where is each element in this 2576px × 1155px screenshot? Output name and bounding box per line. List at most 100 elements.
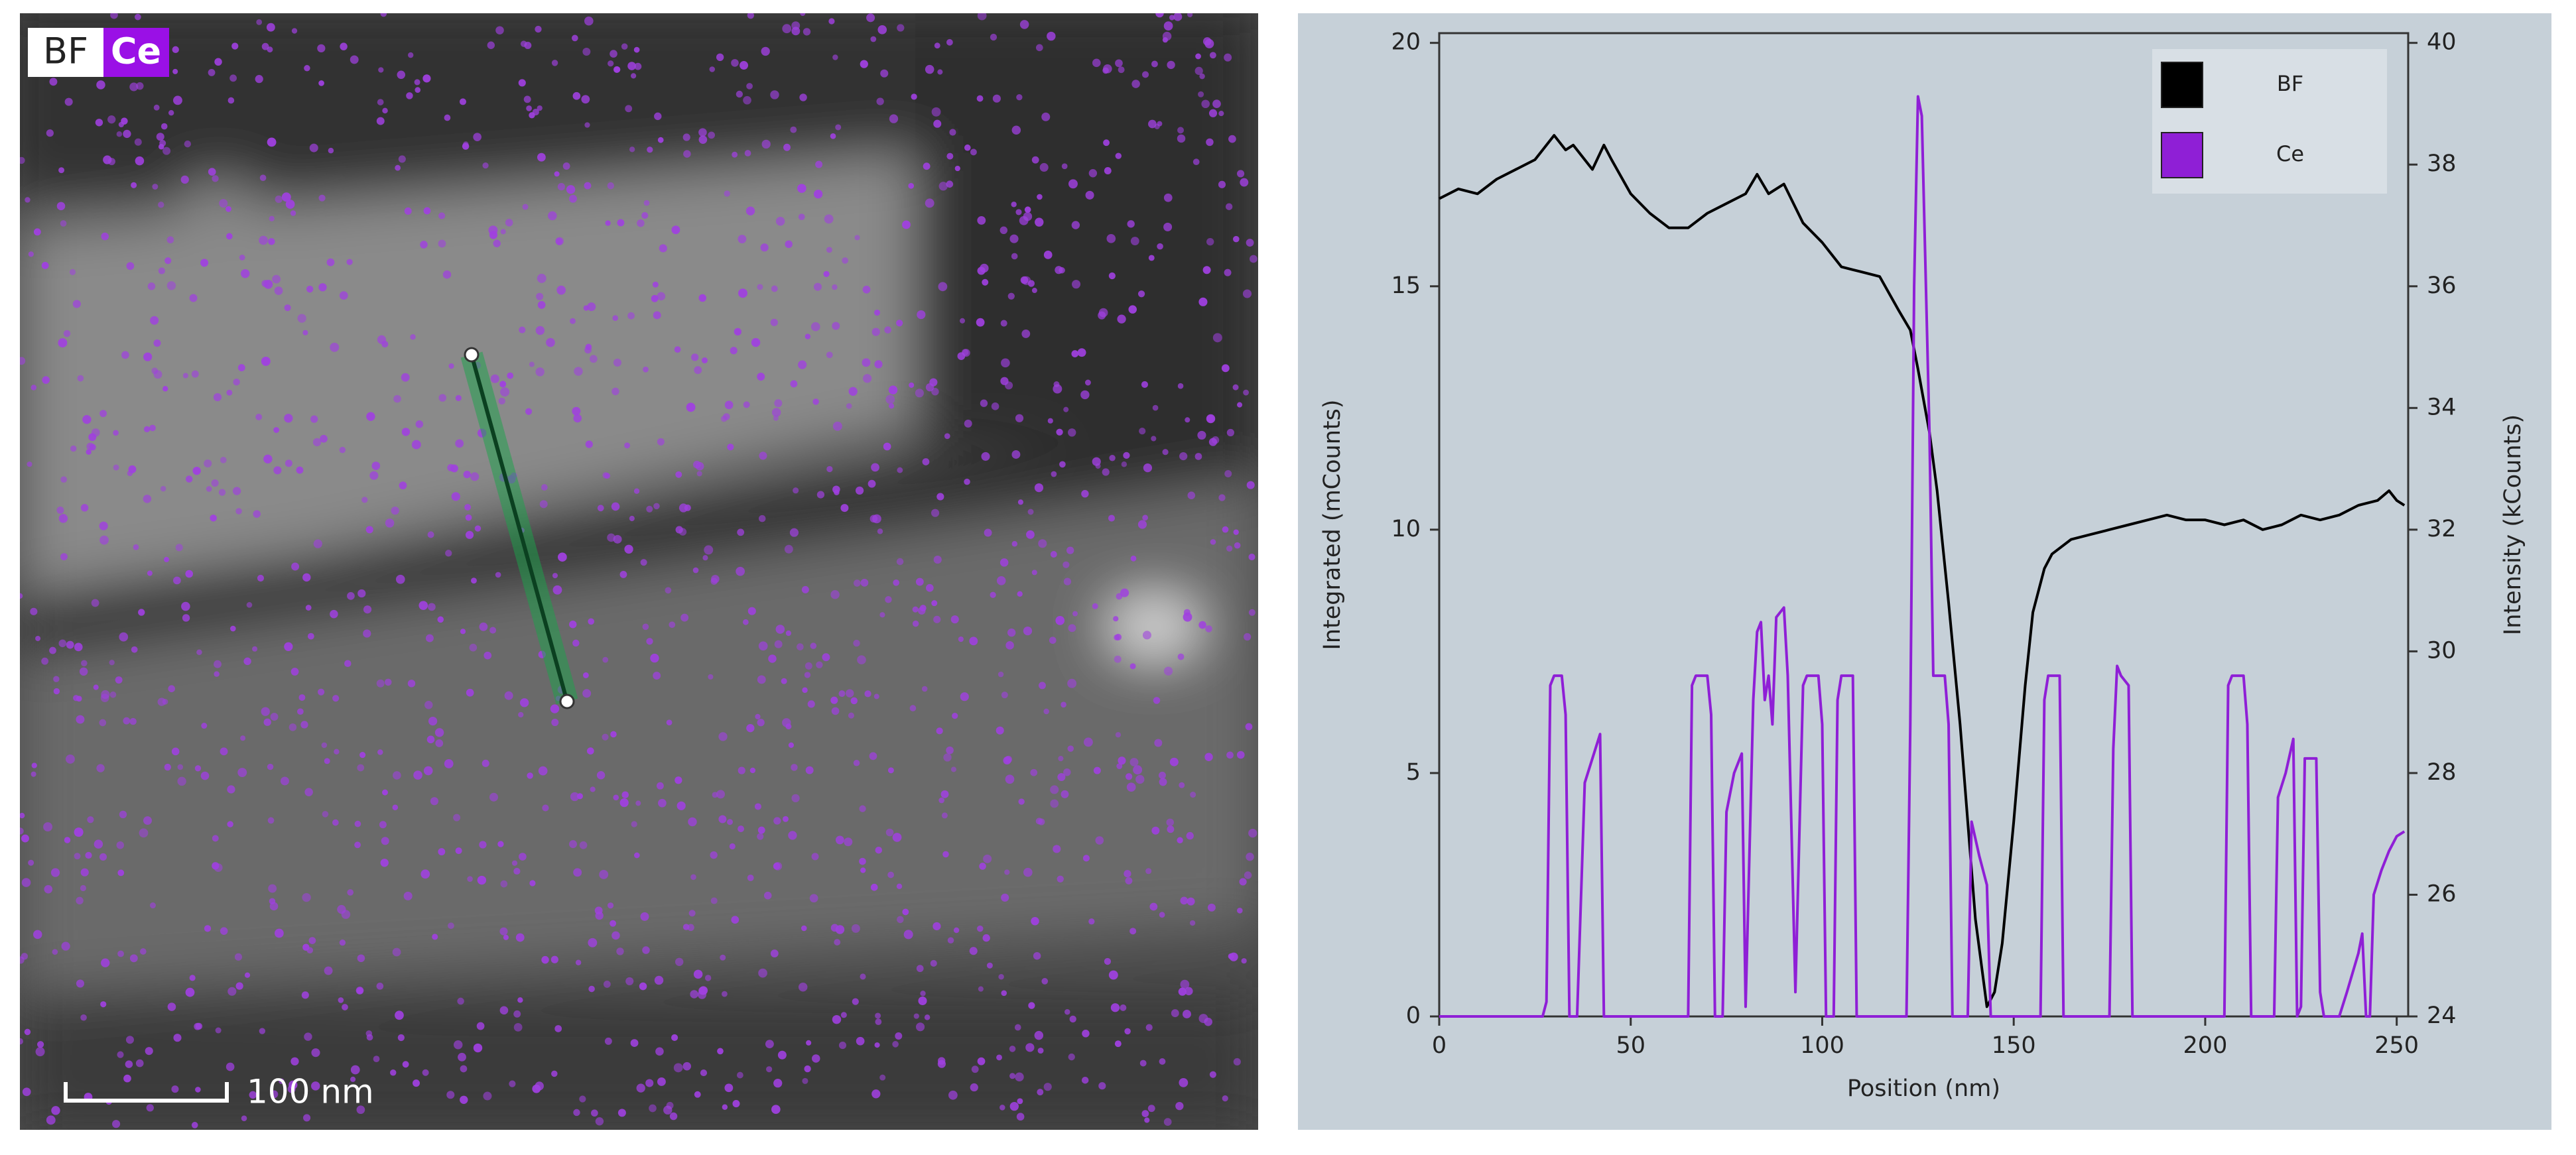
ce-dot [211,479,219,487]
ce-dot [167,1003,176,1011]
ce-dot [765,1040,774,1049]
ce-dot [289,723,297,731]
ce-label: Ce [111,30,161,72]
ce-dot [131,646,138,653]
ce-dot [1095,463,1101,469]
ce-dot [1068,179,1078,189]
ce-dot [840,1012,847,1018]
ce-dot [407,680,416,688]
ce-dot [110,13,118,19]
ce-dot [340,42,348,50]
ce-dot [444,759,454,768]
ce-dot [737,528,745,536]
ce-dot [551,1070,558,1077]
legend-label: Ce [2276,141,2304,166]
ce-dot [943,753,952,762]
ce-dot [822,653,830,662]
line-profile-tool[interactable] [460,347,578,709]
ce-dot [976,95,984,102]
ce-dot [535,326,545,335]
ce-dot [1108,515,1116,522]
ce-dot [538,766,548,776]
ce-dot [717,1048,724,1055]
ce-dot [339,291,348,300]
ce-dot [832,485,840,494]
ce-dot [1141,71,1149,78]
ce-dot [1250,255,1257,263]
ce-dot [99,853,107,861]
ce-dot [210,515,217,522]
ce-dot [483,651,492,660]
ce-dot [442,270,452,279]
ce-dot [237,364,245,372]
ce-dot [1248,553,1256,561]
series-line [1439,134,2406,1008]
ce-dot [1142,515,1149,521]
ce-dot [1116,763,1123,769]
ce-dot [653,311,661,320]
ce-dot [1157,121,1163,127]
ce-dot [489,792,498,802]
ce-dot [1068,428,1076,437]
ce-dot [357,954,365,963]
ce-dot [832,421,842,431]
ce-dot [1226,428,1234,437]
ce-dot [35,1047,45,1057]
ce-dot [363,605,372,614]
y2-tick-label: 32 [2427,516,2457,542]
ce-dot [1027,509,1034,515]
ce-dot [698,986,708,995]
ce-dot [1178,987,1187,996]
ce-dot [950,766,957,772]
ce-dot [984,528,992,537]
ce-dot [194,765,202,772]
ce-dot [535,25,542,33]
ce-dot [298,694,306,701]
ce-dot [654,975,664,985]
x-tick-label: 0 [1432,1032,1447,1059]
ce-dot [790,126,797,133]
ce-dot [143,426,151,432]
profile-handle[interactable] [559,694,575,709]
ce-dot [406,92,413,99]
ce-dot [44,884,53,894]
ce-dot [729,843,736,850]
ce-dot [826,465,833,473]
ce-dot [1189,920,1196,926]
ce-dot [525,408,533,415]
ce-dot [610,50,617,58]
ce-dot [1041,112,1051,121]
ce-dot [804,672,811,678]
ce-dot [875,1012,881,1019]
ce-dot [810,322,820,332]
y-tick-label: 10 [1391,516,1421,542]
ce-dot [716,790,725,799]
ce-dot [519,326,526,334]
ce-dot [285,200,295,209]
ce-dot [823,271,830,277]
ce-dot [1093,766,1101,774]
ce-dot [227,821,233,827]
ce-dot [718,732,728,741]
ce-dot [931,509,940,517]
ce-dot [798,360,807,369]
profile-handle[interactable] [464,347,480,363]
ce-dot [275,928,284,938]
x-tick-label: 100 [1800,1032,1844,1059]
ce-dot [936,727,943,735]
ce-dot [1177,134,1186,143]
ce-dot [147,570,153,576]
ce-dot [1068,624,1076,633]
ce-dot [892,1041,899,1048]
ce-dot [450,464,458,473]
ce-dot [214,660,222,668]
ce-dot [1007,628,1016,637]
ce-dot [182,614,190,622]
ce-dot [1125,877,1133,884]
ce-dot [285,459,292,467]
ce-dot [1194,453,1202,460]
ce-dot [1009,234,1019,243]
ce-dot [539,500,548,509]
ce-dot [391,507,399,515]
ce-dot [573,868,582,877]
